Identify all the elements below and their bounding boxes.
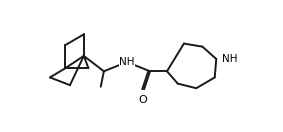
- Text: NH: NH: [119, 57, 135, 67]
- Text: NH: NH: [222, 54, 238, 64]
- Text: O: O: [138, 95, 147, 105]
